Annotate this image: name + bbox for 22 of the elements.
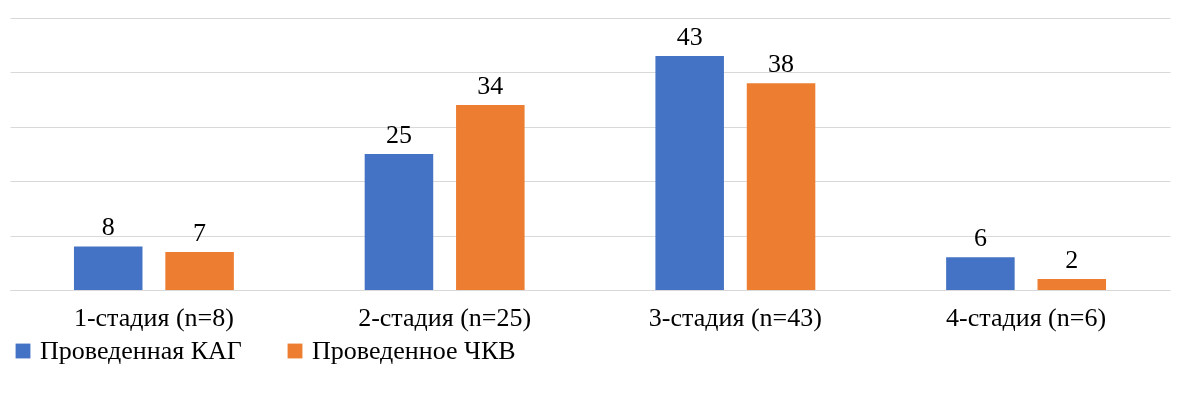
legend-label: Проведенное ЧКВ (312, 336, 516, 365)
x-tick-label: 3-стадия (n=43) (648, 302, 822, 332)
bar (946, 257, 1015, 290)
data-label: 34 (477, 71, 504, 101)
bar (364, 154, 434, 290)
x-tick-label: 2-стадия (n=25) (358, 302, 532, 332)
data-label: 7 (193, 217, 207, 247)
bar (655, 56, 724, 290)
data-label: 43 (676, 22, 703, 52)
bar (73, 246, 143, 290)
x-tick-label: 1-стадия (n=8) (73, 302, 234, 332)
x-tick-label: 4-стадия (n=6) (946, 302, 1107, 332)
legend-label: Проведенная КАГ (40, 336, 242, 365)
data-label: 25 (385, 120, 412, 149)
data-label: 6 (973, 223, 987, 253)
bar (1037, 279, 1107, 290)
bar (456, 105, 525, 290)
data-label: 38 (768, 49, 795, 79)
bar (746, 83, 816, 290)
data-label: 2 (1065, 245, 1079, 275)
bar (165, 251, 234, 290)
data-label: 8 (101, 212, 115, 242)
